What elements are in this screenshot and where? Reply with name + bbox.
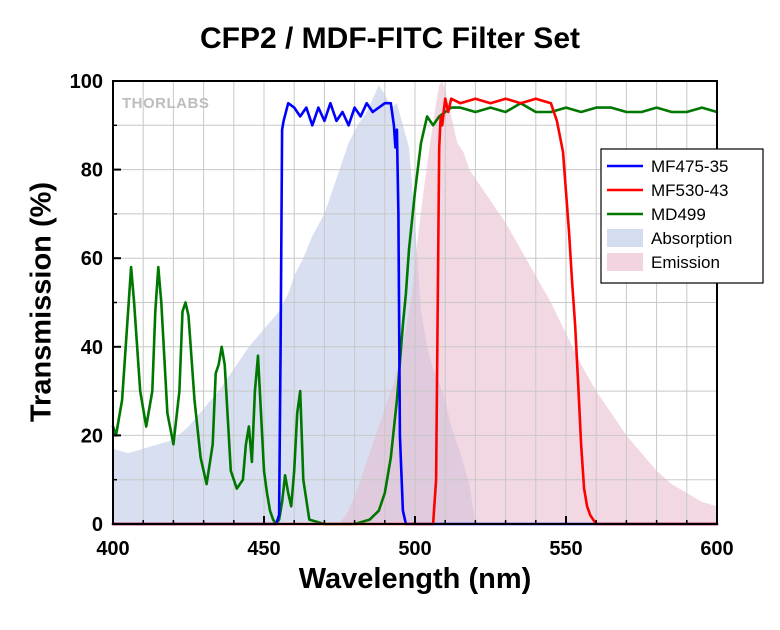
x-axis-label: Wavelength (nm) xyxy=(298,563,532,595)
x-tick-label: 450 xyxy=(247,538,280,560)
legend-label-absorption: Absorption xyxy=(651,229,732,248)
y-tick-label: 100 xyxy=(70,71,103,93)
legend-swatch-absorption xyxy=(607,229,643,247)
x-tick-label: 600 xyxy=(700,538,733,560)
x-tick-label: 400 xyxy=(96,538,129,560)
y-tick-label: 60 xyxy=(81,248,103,270)
x-tick-label: 550 xyxy=(549,538,582,560)
series-line-mf530-43 xyxy=(111,97,719,526)
y-tick-label: 20 xyxy=(81,425,103,447)
y-tick-label: 0 xyxy=(92,514,103,536)
tick-layer: 400 450 500 550 600 0 20 40 60 80 100 xyxy=(70,71,734,560)
legend-label-emission: Emission xyxy=(651,253,720,272)
y-tick-label: 80 xyxy=(81,160,103,182)
y-tick-label: 40 xyxy=(81,337,103,359)
series-line-md499 xyxy=(111,101,719,526)
grid-layer xyxy=(113,81,717,524)
x-tick-label: 500 xyxy=(398,538,431,560)
legend-label-mf475-35: MF475-35 xyxy=(651,157,728,176)
series-line-mf475-35 xyxy=(111,101,719,526)
legend: MF475-35 MF530-43 MD499 Absorption Emission xyxy=(600,148,764,284)
line-layer xyxy=(111,97,719,526)
watermark-logo: THORLABS xyxy=(122,95,209,112)
chart-title: CFP2 / MDF-FITC Filter Set xyxy=(199,22,580,55)
legend-label-mf530-43: MF530-43 xyxy=(651,181,728,200)
legend-swatch-emission xyxy=(607,253,643,271)
legend-label-md499: MD499 xyxy=(651,205,706,224)
